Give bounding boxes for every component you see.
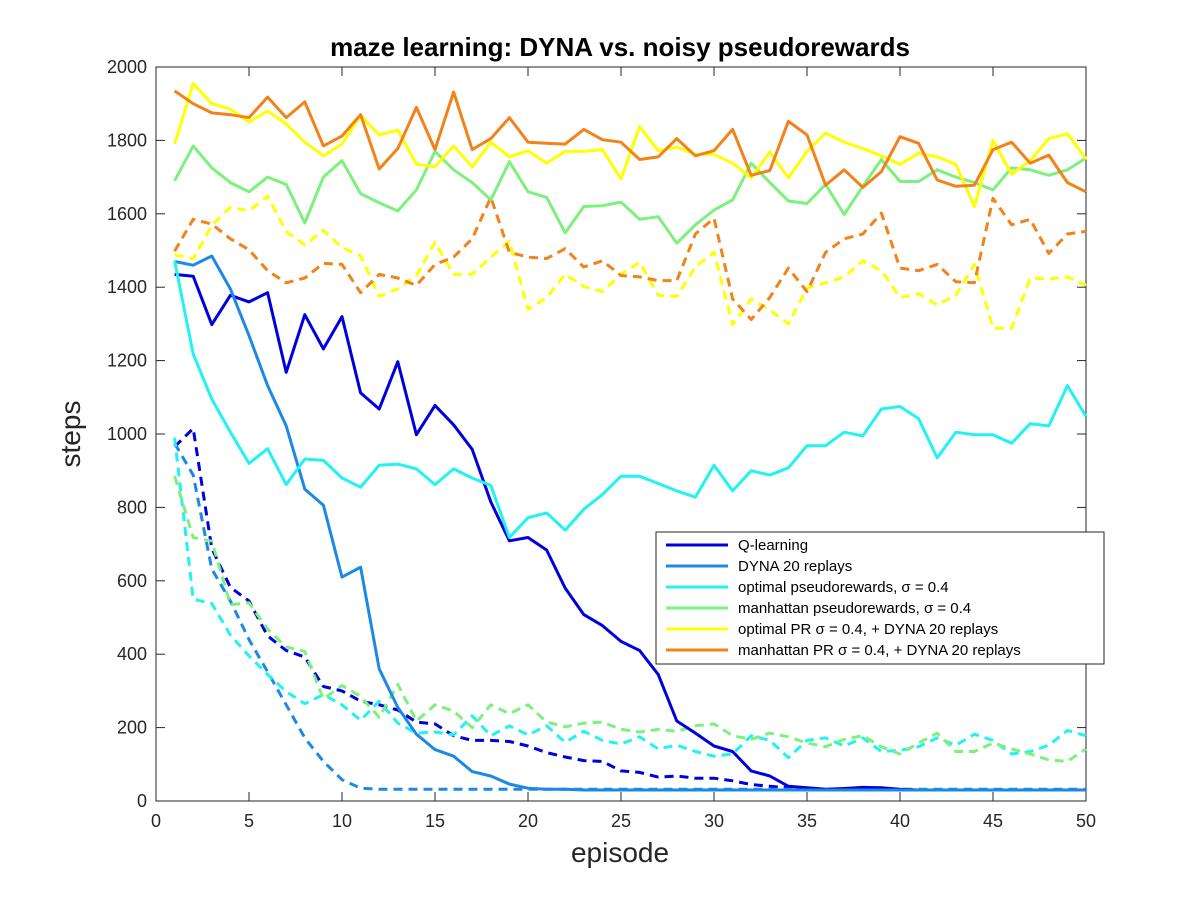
y-tick-label: 1200 [107, 351, 147, 371]
legend-label: Q-learning [738, 537, 808, 554]
legend-label: manhattan pseudorewards, σ = 0.4 [738, 600, 971, 617]
series-line-optimal-pseudorewards [173, 260, 1088, 539]
y-tick-label: 1400 [107, 277, 147, 297]
x-tick-label: 35 [797, 811, 817, 831]
x-tick-label: 20 [518, 811, 538, 831]
legend-box [655, 531, 1105, 665]
y-tick-label: 200 [117, 718, 147, 738]
axis-ticks: 0 5 10 15 20 25 30 35 40 45 50 0 200 400 600 800 1000 120… [107, 57, 1096, 831]
y-tick-label: 0 [137, 791, 147, 811]
series-line-manhattan-pseudorewards-dashed [173, 475, 1087, 763]
x-tick-label: 40 [890, 811, 910, 831]
x-tick-label: 15 [425, 811, 445, 831]
y-tick-label: 600 [117, 571, 147, 591]
x-tick-label: 30 [704, 811, 724, 831]
x-tick-label: 50 [1076, 811, 1096, 831]
y-tick-label: 800 [117, 497, 147, 517]
y-axis-label: steps [55, 401, 86, 468]
x-tick-label: 5 [244, 811, 254, 831]
x-tick-label: 0 [151, 811, 161, 831]
x-tick-label: 10 [332, 811, 352, 831]
y-tick-label: 1800 [107, 130, 147, 150]
y-tick-label: 2000 [107, 57, 147, 77]
legend: Q-learning DYNA 20 replays optimal pseudor… [655, 531, 1105, 665]
legend-label: manhattan PR σ = 0.4, + DYNA 20 replays [738, 642, 1021, 659]
x-tick-label: 45 [983, 811, 1003, 831]
series-line-dyna-20-replays [174, 254, 1086, 792]
series-line-manhattan-pr-dyna-20-replays [173, 89, 1087, 194]
x-tick-label: 25 [611, 811, 631, 831]
legend-label: DYNA 20 replays [738, 558, 852, 575]
series-line-manhattan-pr-dyna-20-replays-dashed [173, 195, 1087, 321]
series-layer [173, 82, 1088, 792]
series-line-optimal-pseudorewards-dashed [173, 437, 1087, 760]
legend-label: optimal PR σ = 0.4, + DYNA 20 replays [738, 621, 998, 638]
series-line-optimal-pr-dyna-20-replays-dashed [174, 194, 1087, 330]
chart-title: maze learning: DYNA vs. noisy pseudorewa… [330, 32, 910, 62]
x-axis-label: episode [571, 837, 669, 868]
legend-label: optimal pseudorewards, σ = 0.4 [738, 579, 949, 596]
y-tick-label: 1000 [107, 424, 147, 444]
y-tick-label: 400 [117, 644, 147, 664]
y-tick-label: 1600 [107, 204, 147, 224]
